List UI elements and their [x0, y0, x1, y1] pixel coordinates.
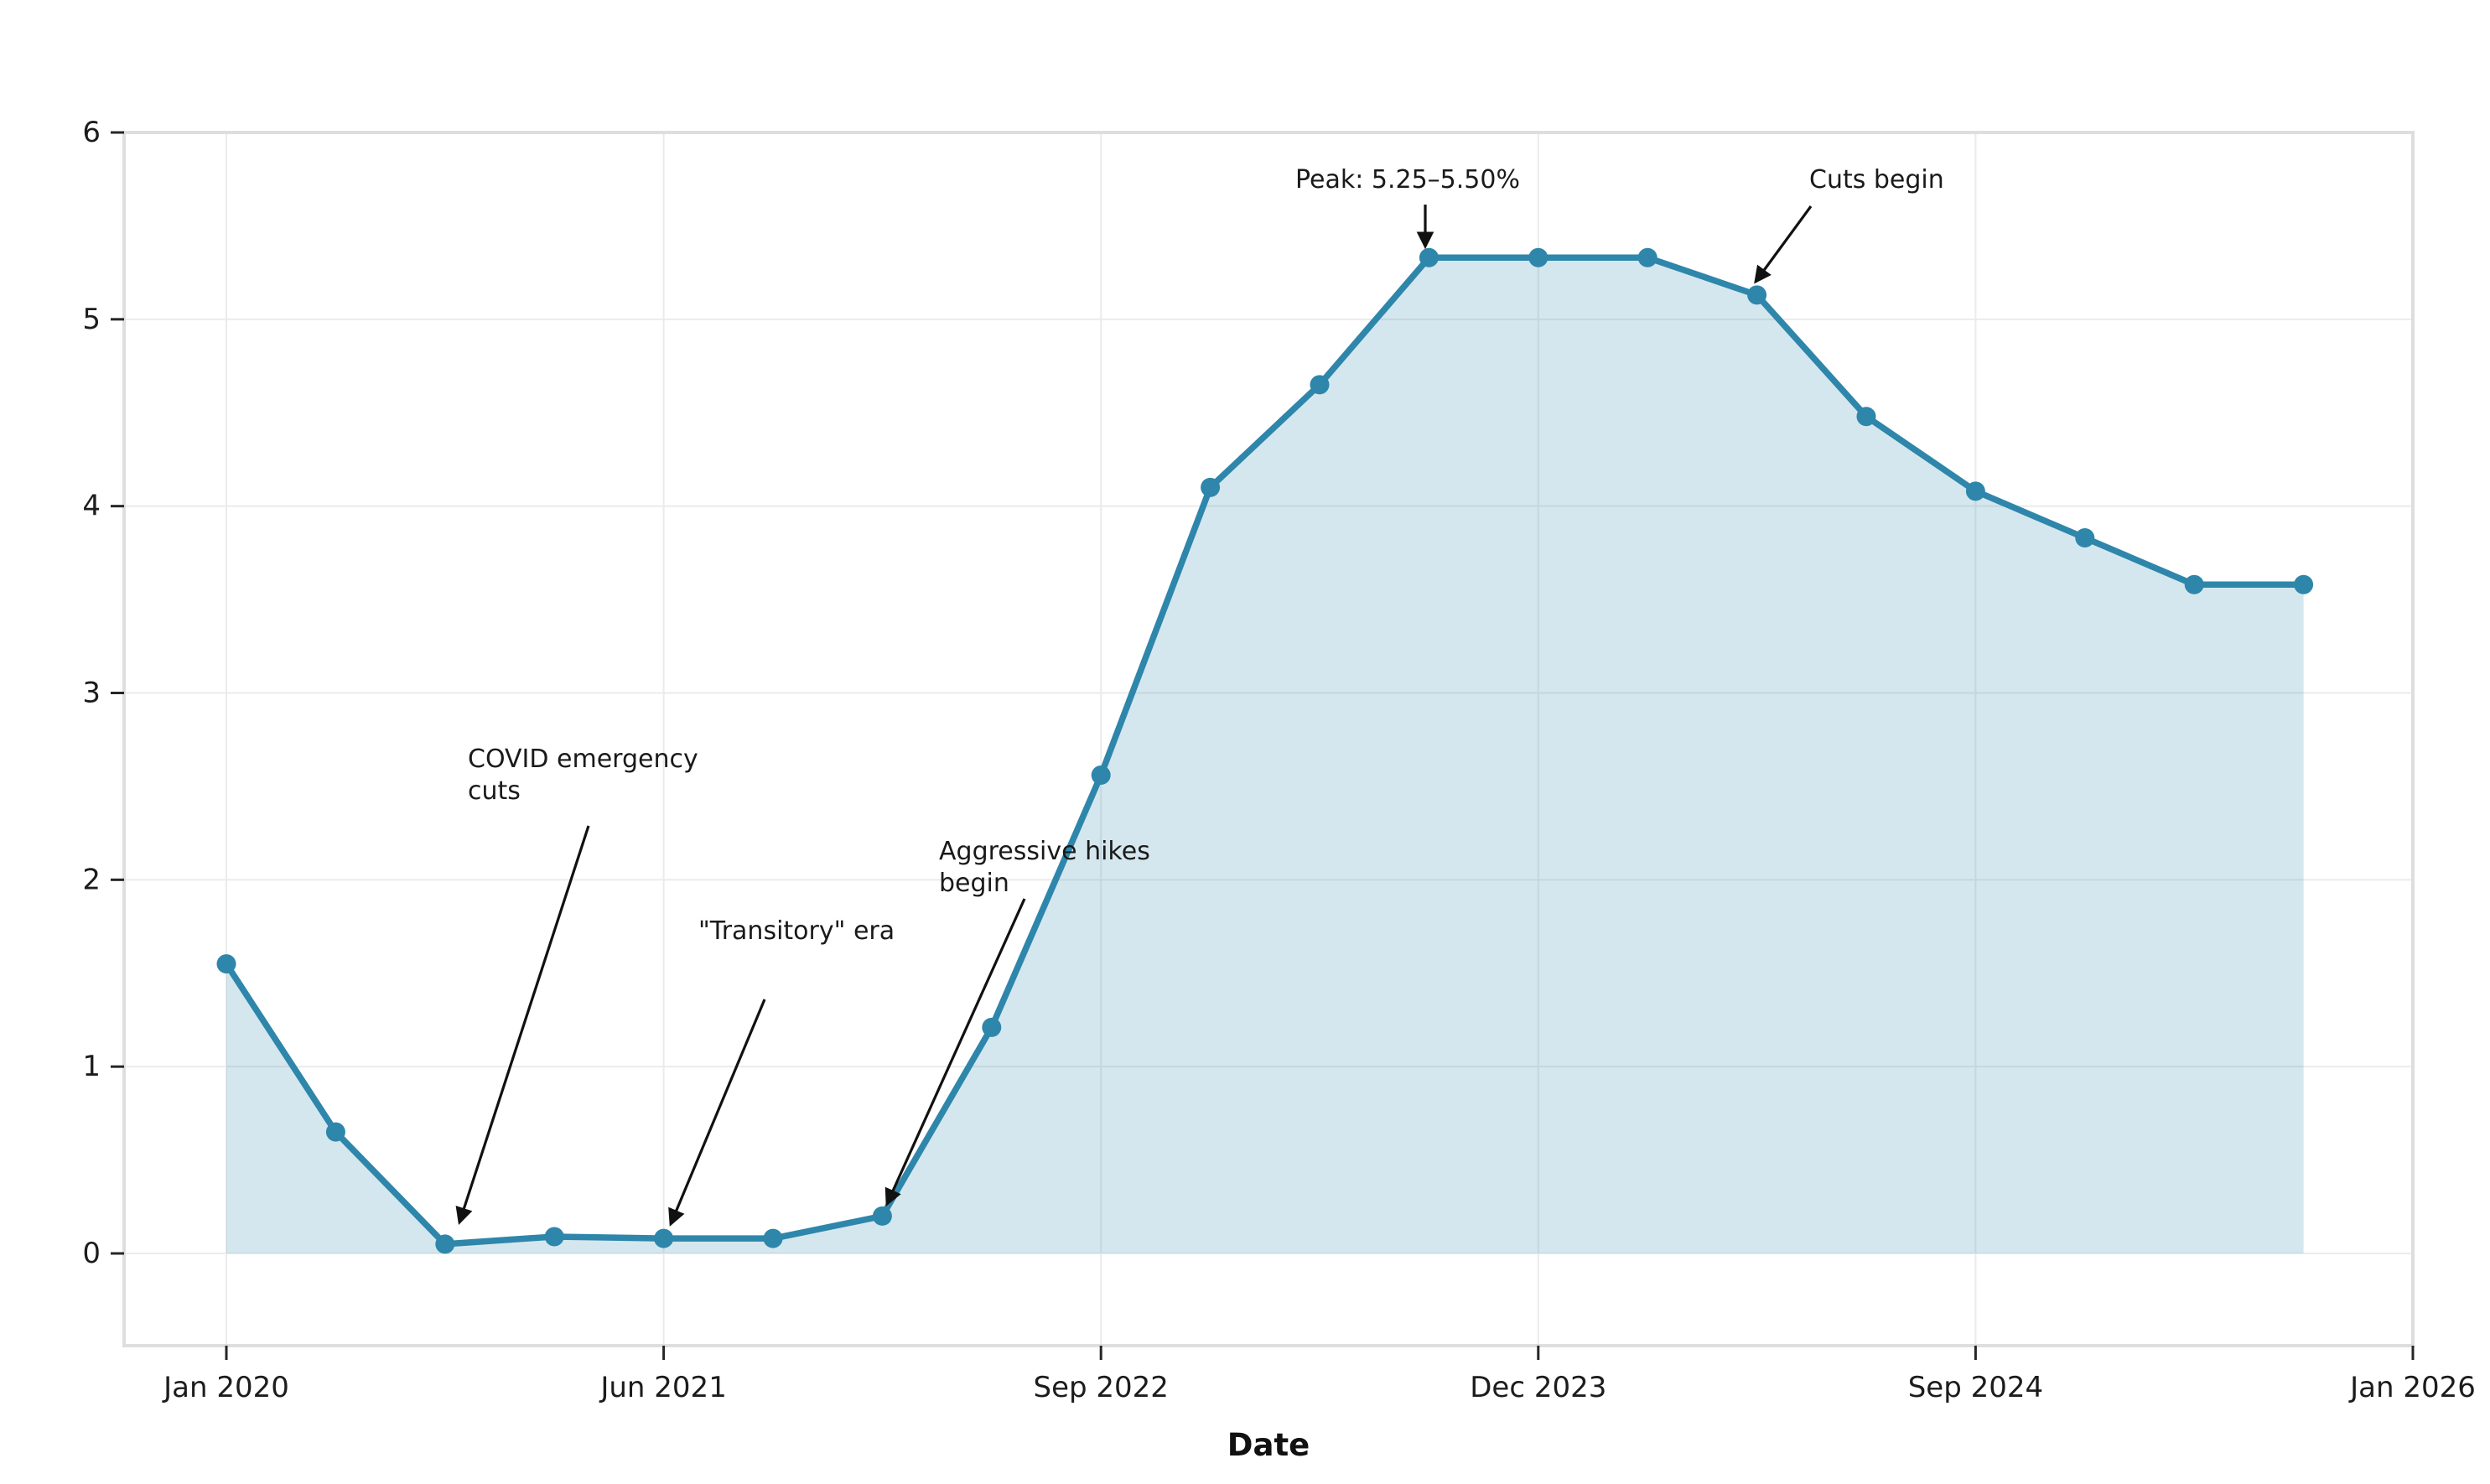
data-point-marker [216, 954, 236, 974]
annotation-arrow [455, 825, 590, 1225]
y-tick-label: 1 [82, 1050, 101, 1083]
plot-border [122, 131, 2415, 1347]
data-point-marker [435, 1234, 455, 1254]
data-point-marker [2075, 528, 2095, 548]
data-point-marker [763, 1228, 783, 1248]
y-tick-label: 6 [82, 116, 101, 149]
x-axis-label: Date [1227, 1427, 1310, 1463]
data-point-marker [1965, 481, 1985, 501]
y-tick-label: 3 [82, 677, 101, 710]
data-point-marker [2184, 574, 2204, 594]
x-tick-label: Jun 2021 [599, 1371, 726, 1404]
data-point-marker [982, 1017, 1002, 1037]
data-point-marker [1419, 247, 1439, 267]
data-point-marker [1856, 407, 1876, 427]
x-tick-label: Dec 2023 [1470, 1371, 1606, 1404]
y-tick-label: 4 [82, 490, 101, 523]
annotation-text: COVID emergency cuts [468, 745, 698, 806]
y-tick-label: 0 [82, 1237, 101, 1270]
rate-line [223, 254, 2307, 1248]
data-point-marker [1201, 477, 1221, 497]
x-tick-label: Jan 2020 [162, 1371, 289, 1404]
data-point-marker [1528, 247, 1548, 267]
y-tick-label: 2 [82, 863, 101, 896]
y-tick-label: 5 [82, 303, 101, 336]
data-point-marker [2294, 574, 2314, 594]
annotation-arrow [1754, 205, 1813, 284]
data-point-marker [654, 1228, 674, 1248]
annotation-arrow [884, 898, 1026, 1206]
annotation-text: Aggressive hikes begin [939, 837, 1150, 898]
data-point-marker [1637, 247, 1657, 267]
data-point-marker [1310, 375, 1330, 395]
area-fill [226, 257, 2304, 1253]
annotation-text: Cuts begin [1809, 165, 1944, 195]
data-point-marker [872, 1206, 892, 1226]
data-point-marker [325, 1122, 345, 1142]
data-point-marker [544, 1227, 564, 1247]
annotation-text: Peak: 5.25–5.50% [1295, 165, 1520, 195]
x-tick-label: Sep 2024 [1908, 1371, 2043, 1404]
annotation-arrow [668, 999, 766, 1227]
x-tick-label: Sep 2022 [1033, 1371, 1168, 1404]
x-tick-label: Jan 2026 [2348, 1371, 2476, 1404]
data-point-marker [1091, 765, 1111, 786]
annotation-text: "Transitory" era [698, 916, 895, 946]
data-point-marker [1747, 285, 1767, 305]
